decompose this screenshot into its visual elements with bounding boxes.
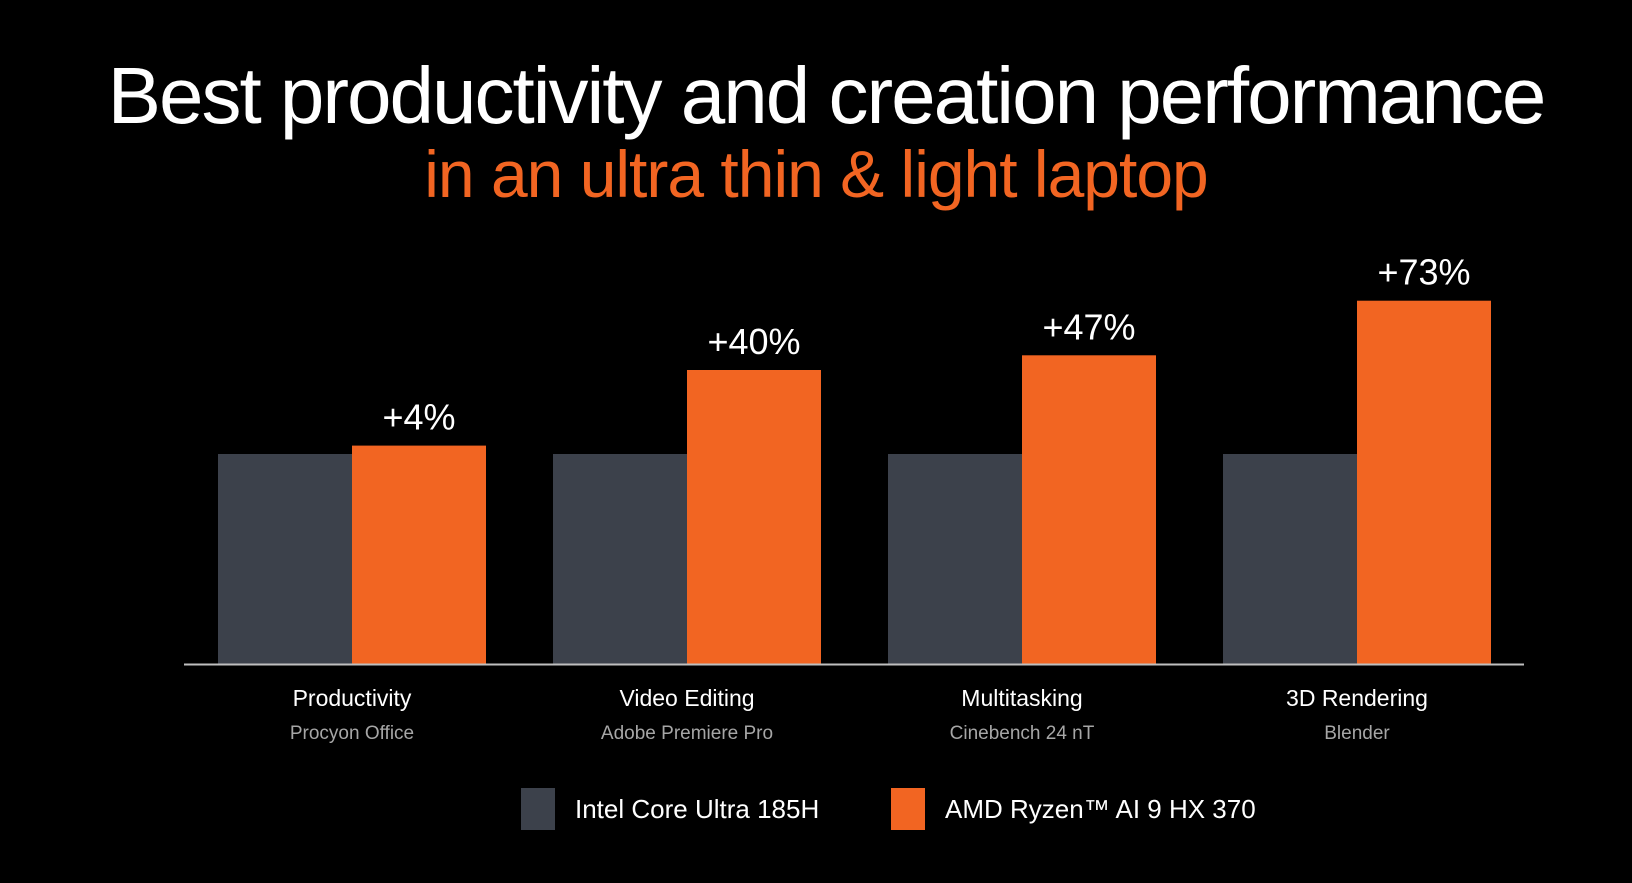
category-label: Video Editing [619,685,754,711]
page-subtitle: in an ultra thin & light laptop [424,137,1209,211]
data-label: +73% [1377,252,1470,293]
category-label: Multitasking [961,685,1082,711]
bar-intel [218,454,352,664]
legend-item-amd: AMD Ryzen™ AI 9 HX 370 [891,788,1256,830]
category-label: 3D Rendering [1286,685,1428,711]
bar-intel [553,454,687,664]
category-label: Productivity [293,685,412,711]
data-label: +4% [382,397,455,438]
subcategory-label: Blender [1324,723,1390,744]
legend-swatch-intel [521,788,555,830]
legend-item-intel: Intel Core Ultra 185H [521,788,819,830]
subcategory-label: Adobe Premiere Pro [601,723,773,744]
legend-label-amd: AMD Ryzen™ AI 9 HX 370 [945,793,1256,824]
subcategory-label: Cinebench 24 nT [950,723,1095,744]
data-label: +40% [707,321,800,362]
bar-amd [687,370,821,664]
data-label: +47% [1042,306,1135,347]
legend-swatch-amd [891,788,925,830]
bar-intel [1223,454,1357,664]
subcategory-label: Procyon Office [290,723,414,744]
bar-intel [888,454,1022,664]
legend-label-intel: Intel Core Ultra 185H [575,793,820,824]
bar-amd [352,445,486,664]
page-title: Best productivity and creation performan… [107,51,1547,140]
bar-amd [1357,300,1491,664]
bar-amd [1022,355,1156,664]
